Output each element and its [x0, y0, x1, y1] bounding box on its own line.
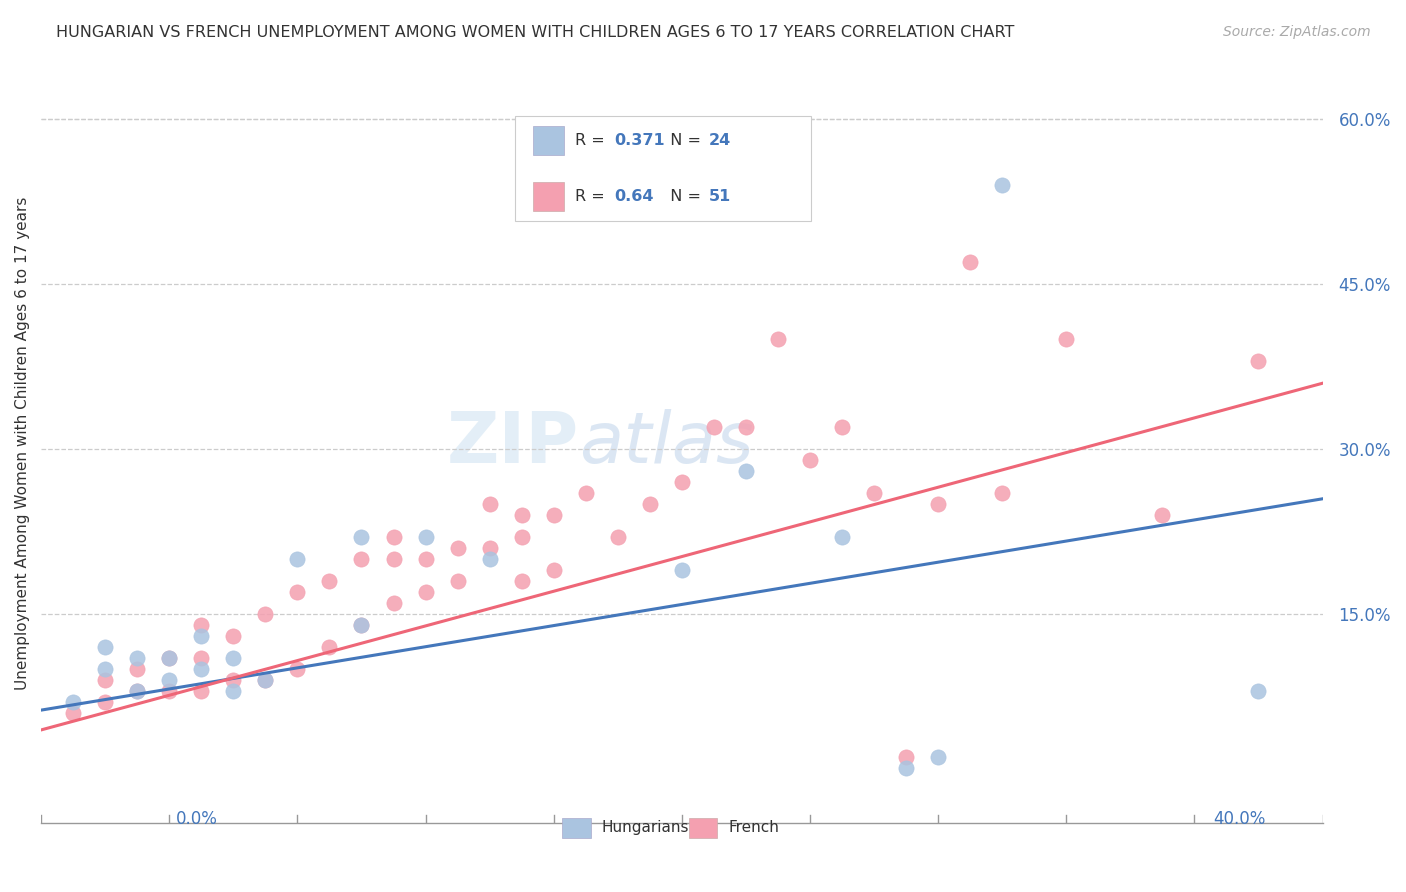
Text: 0.371: 0.371 [614, 133, 665, 148]
Text: Hungarians: Hungarians [602, 821, 689, 835]
Point [510, 574, 533, 589]
Point [382, 552, 405, 566]
Point [127, 651, 149, 665]
Point [831, 530, 853, 544]
Point [1247, 354, 1270, 368]
Point [254, 673, 277, 688]
Text: HUNGARIAN VS FRENCH UNEMPLOYMENT AMONG WOMEN WITH CHILDREN AGES 6 TO 17 YEARS CO: HUNGARIAN VS FRENCH UNEMPLOYMENT AMONG W… [56, 25, 1015, 40]
Point [543, 563, 565, 577]
Point [157, 673, 180, 688]
Point [510, 508, 533, 523]
Point [94, 695, 117, 709]
Point [1247, 684, 1270, 698]
Y-axis label: Unemployment Among Women with Children Ages 6 to 17 years: Unemployment Among Women with Children A… [15, 197, 30, 690]
Point [991, 178, 1014, 193]
Point [543, 508, 565, 523]
Text: R =: R = [575, 133, 610, 148]
Point [446, 541, 468, 556]
FancyBboxPatch shape [689, 818, 717, 838]
Point [671, 563, 693, 577]
FancyBboxPatch shape [515, 116, 811, 221]
Point [254, 673, 277, 688]
Point [287, 662, 309, 676]
Text: R =: R = [575, 189, 610, 204]
Point [127, 684, 149, 698]
Point [1054, 332, 1077, 346]
Point [318, 574, 340, 589]
Point [382, 596, 405, 610]
Point [382, 530, 405, 544]
Text: 51: 51 [709, 189, 731, 204]
Point [127, 684, 149, 698]
Text: 0.64: 0.64 [614, 189, 654, 204]
Point [959, 255, 981, 269]
Point [766, 332, 789, 346]
FancyBboxPatch shape [533, 126, 564, 155]
FancyBboxPatch shape [562, 818, 591, 838]
Point [927, 497, 949, 511]
Point [350, 530, 373, 544]
Point [222, 651, 245, 665]
Point [222, 684, 245, 698]
Point [94, 673, 117, 688]
Point [287, 552, 309, 566]
Point [127, 662, 149, 676]
Point [190, 629, 212, 643]
Text: 24: 24 [709, 133, 731, 148]
Point [510, 530, 533, 544]
Point [62, 695, 84, 709]
Point [62, 706, 84, 721]
Point [863, 486, 886, 500]
Point [415, 585, 437, 599]
Point [157, 651, 180, 665]
Text: N =: N = [659, 189, 706, 204]
Point [415, 530, 437, 544]
Point [703, 420, 725, 434]
Point [478, 541, 501, 556]
Text: ZIP: ZIP [447, 409, 579, 478]
Point [222, 673, 245, 688]
Point [446, 574, 468, 589]
Point [157, 684, 180, 698]
Point [575, 486, 598, 500]
Point [287, 585, 309, 599]
Point [350, 618, 373, 632]
Text: 0.0%: 0.0% [176, 810, 218, 828]
Point [94, 640, 117, 655]
Text: Source: ZipAtlas.com: Source: ZipAtlas.com [1223, 25, 1371, 39]
Point [190, 618, 212, 632]
Point [638, 497, 661, 511]
Point [735, 420, 758, 434]
Point [190, 651, 212, 665]
Text: N =: N = [659, 133, 706, 148]
Point [927, 750, 949, 764]
Point [478, 552, 501, 566]
Text: atlas: atlas [579, 409, 754, 478]
Text: French: French [728, 821, 779, 835]
Point [894, 761, 917, 775]
FancyBboxPatch shape [533, 182, 564, 211]
Point [318, 640, 340, 655]
Text: 40.0%: 40.0% [1213, 810, 1265, 828]
Point [894, 750, 917, 764]
Point [606, 530, 628, 544]
Point [478, 497, 501, 511]
Point [1152, 508, 1174, 523]
Point [735, 464, 758, 478]
Point [94, 662, 117, 676]
Point [254, 607, 277, 622]
Point [222, 629, 245, 643]
Point [350, 618, 373, 632]
Point [190, 684, 212, 698]
Point [350, 552, 373, 566]
Point [190, 662, 212, 676]
Point [991, 486, 1014, 500]
Point [157, 651, 180, 665]
Point [799, 453, 821, 467]
Point [831, 420, 853, 434]
Point [415, 552, 437, 566]
Point [671, 475, 693, 490]
